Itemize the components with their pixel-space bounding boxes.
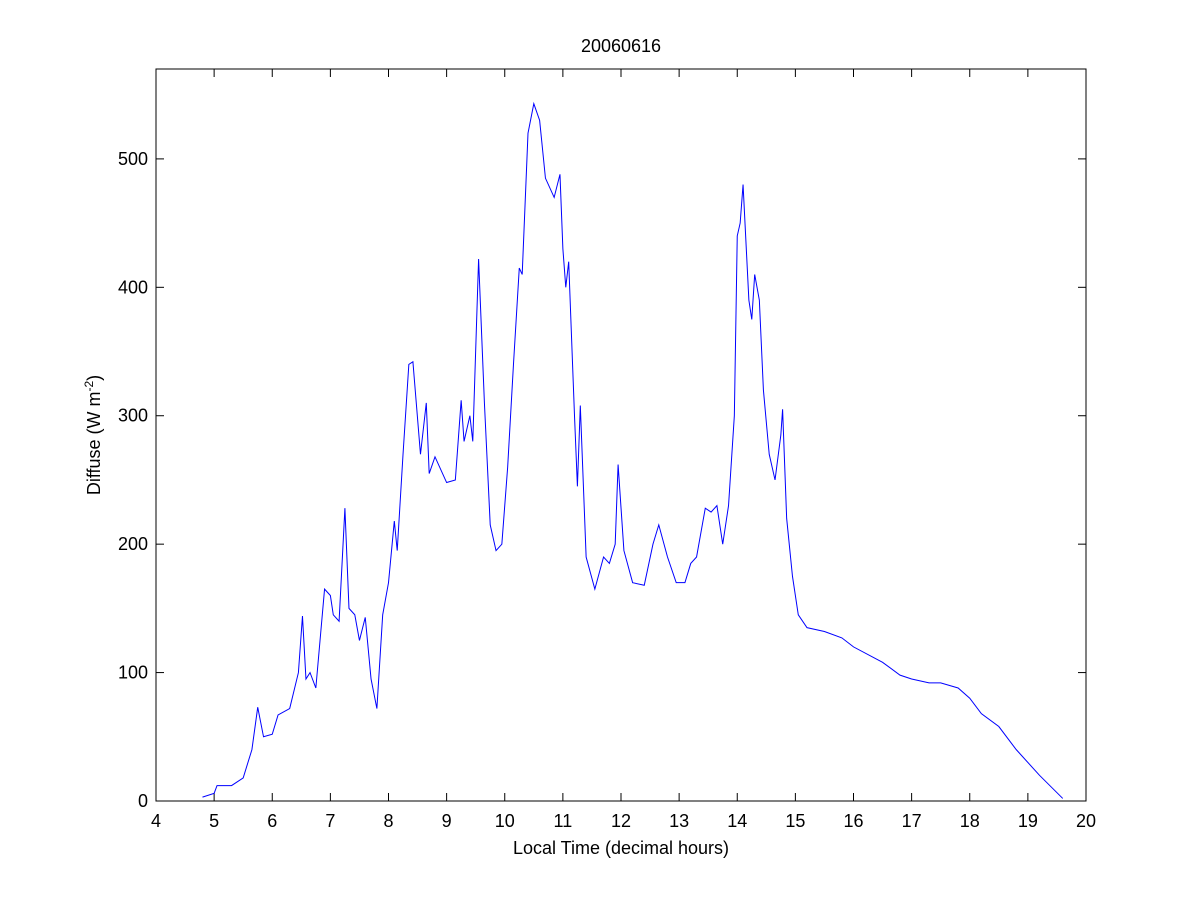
chart-title: 20060616 xyxy=(581,36,661,56)
x-tick-label: 9 xyxy=(442,811,452,831)
x-tick-label: 20 xyxy=(1076,811,1096,831)
x-tick-label: 6 xyxy=(267,811,277,831)
x-tick-label: 12 xyxy=(611,811,631,831)
x-tick-label: 13 xyxy=(669,811,689,831)
y-tick-label: 500 xyxy=(118,149,148,169)
x-tick-label: 17 xyxy=(902,811,922,831)
y-tick-label: 300 xyxy=(118,406,148,426)
x-tick-label: 16 xyxy=(843,811,863,831)
y-axis-label: Diffuse (W m-2) xyxy=(82,375,104,495)
plot-frame xyxy=(155,68,1087,802)
x-tick-label: 11 xyxy=(554,811,573,831)
x-tick-label: 14 xyxy=(727,811,747,831)
x-tick-label: 10 xyxy=(495,811,515,831)
x-tick-label: 5 xyxy=(209,811,219,831)
x-tick-label: 15 xyxy=(785,811,805,831)
y-label-text: Diffuse (W m xyxy=(84,391,104,495)
y-label-sup: -2 xyxy=(82,380,96,391)
data-line xyxy=(202,101,1064,799)
x-axis-label: Local Time (decimal hours) xyxy=(513,838,729,858)
x-tick-label: 7 xyxy=(325,811,335,831)
y-tick-label: 400 xyxy=(118,277,148,297)
x-tick-label: 8 xyxy=(383,811,393,831)
y-tick-label: 100 xyxy=(118,663,148,683)
x-tick-label: 19 xyxy=(1018,811,1038,831)
y-label-close: ) xyxy=(84,375,104,381)
x-tick-label: 18 xyxy=(960,811,980,831)
y-tick-label: 0 xyxy=(138,791,148,811)
y-tick-label: 200 xyxy=(118,534,148,554)
x-tick-label: 4 xyxy=(151,811,161,831)
